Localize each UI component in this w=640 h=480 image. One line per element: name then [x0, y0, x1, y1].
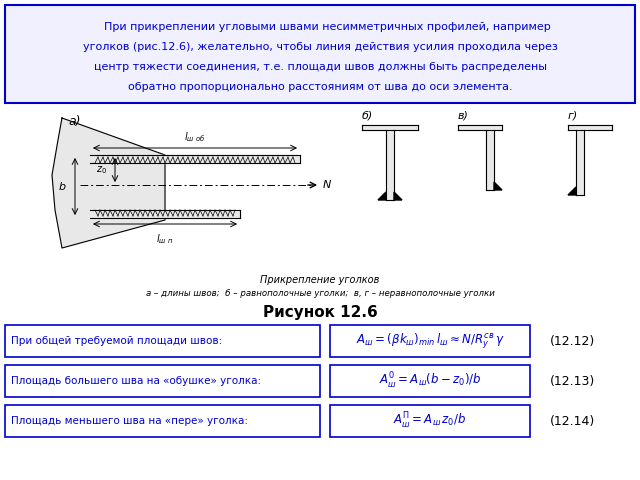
- Polygon shape: [90, 155, 300, 163]
- Text: При прикреплении угловыми швами несимметричных профилей, например: При прикреплении угловыми швами несиммет…: [90, 22, 550, 32]
- Polygon shape: [362, 125, 418, 130]
- Polygon shape: [568, 187, 576, 195]
- Polygon shape: [394, 192, 402, 200]
- Bar: [330, 365, 530, 397]
- Text: N: N: [323, 180, 332, 190]
- Polygon shape: [568, 125, 612, 130]
- Text: Площадь меньшего шва на «пере» уголка:: Площадь меньшего шва на «пере» уголка:: [11, 416, 248, 426]
- Text: $A_{\mathit{ш}}^{0} = A_{\mathit{ш}}(b - z_0)/b$: $A_{\mathit{ш}}^{0} = A_{\mathit{ш}}(b -…: [379, 371, 481, 391]
- Text: а – длины швов;  б – равнополочные уголки;  в, г – неравнополочные уголки: а – длины швов; б – равнополочные уголки…: [145, 289, 495, 298]
- Text: (12.14): (12.14): [550, 415, 595, 428]
- Text: (12.13): (12.13): [550, 374, 595, 387]
- Polygon shape: [458, 125, 502, 130]
- Text: (12.12): (12.12): [550, 335, 595, 348]
- Text: $l_{ш\ об}$: $l_{ш\ об}$: [184, 130, 205, 144]
- Bar: [5, 5, 635, 103]
- Bar: [330, 325, 530, 357]
- Polygon shape: [494, 182, 502, 190]
- Text: При общей требуемой площади швов:: При общей требуемой площади швов:: [11, 336, 222, 346]
- Polygon shape: [90, 210, 240, 218]
- Text: уголков (рис.12.6), желательно, чтобы линия действия усилия проходила через: уголков (рис.12.6), желательно, чтобы ли…: [83, 42, 557, 52]
- Bar: [330, 405, 530, 437]
- Text: $z_0$: $z_0$: [96, 164, 107, 176]
- Text: обратно пропорционально расстояниям от шва до оси элемента.: обратно пропорционально расстояниям от ш…: [128, 82, 512, 92]
- Text: $A_{\mathit{ш}}^{\Pi} = A_{\mathit{ш}}\, z_0/b$: $A_{\mathit{ш}}^{\Pi} = A_{\mathit{ш}}\,…: [394, 411, 467, 431]
- Text: $b$: $b$: [58, 180, 67, 192]
- Bar: [5, 405, 320, 437]
- Text: б): б): [362, 110, 373, 120]
- Bar: [5, 365, 320, 397]
- Text: центр тяжести соединения, т.е. площади швов должны быть распределены: центр тяжести соединения, т.е. площади ш…: [93, 62, 547, 72]
- Polygon shape: [378, 192, 386, 200]
- Polygon shape: [486, 130, 494, 190]
- Polygon shape: [576, 130, 584, 195]
- Text: Прикрепление уголков: Прикрепление уголков: [260, 275, 380, 285]
- Text: в): в): [458, 110, 469, 120]
- Text: $A_{\mathit{ш}} = (\beta k_{\mathit{ш}})_{min}\, l_{\mathit{ш}} \approx N/R_y^{с: $A_{\mathit{ш}} = (\beta k_{\mathit{ш}})…: [356, 331, 504, 351]
- Bar: [5, 325, 320, 357]
- Text: $l_{ш\ п}$: $l_{ш\ п}$: [156, 232, 173, 246]
- Text: Рисунок 12.6: Рисунок 12.6: [262, 305, 378, 320]
- Polygon shape: [386, 130, 394, 200]
- Text: Площадь большего шва на «обушке» уголка:: Площадь большего шва на «обушке» уголка:: [11, 376, 261, 386]
- Text: г): г): [568, 110, 579, 120]
- Polygon shape: [52, 118, 165, 248]
- Text: а): а): [68, 115, 81, 128]
